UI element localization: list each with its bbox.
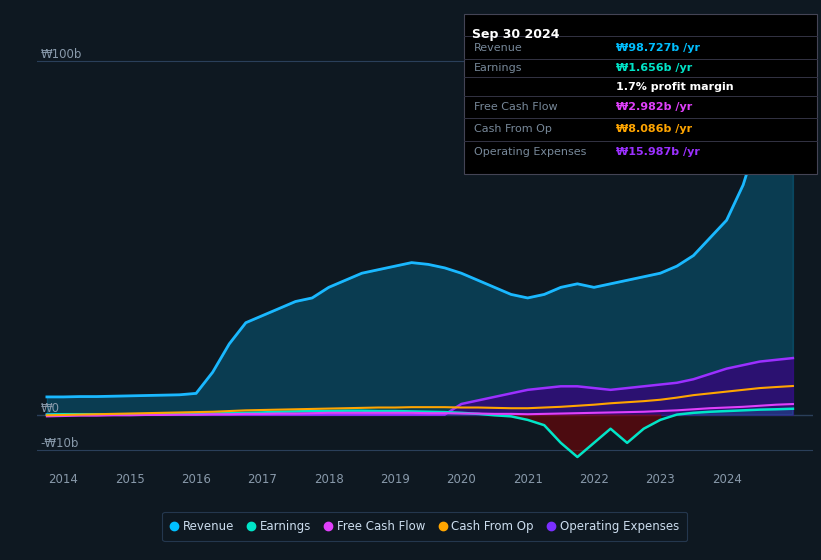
Text: ₩1.656b /yr: ₩1.656b /yr (616, 63, 692, 73)
Text: ₩100b: ₩100b (40, 48, 81, 61)
Text: Earnings: Earnings (474, 63, 522, 73)
Text: ₩98.727b /yr: ₩98.727b /yr (616, 43, 699, 53)
Text: Revenue: Revenue (474, 43, 522, 53)
Text: -₩10b: -₩10b (40, 437, 79, 450)
Text: ₩2.982b /yr: ₩2.982b /yr (616, 102, 692, 112)
Text: 1.7% profit margin: 1.7% profit margin (616, 82, 733, 91)
Text: ₩8.086b /yr: ₩8.086b /yr (616, 124, 692, 134)
Legend: Revenue, Earnings, Free Cash Flow, Cash From Op, Operating Expenses: Revenue, Earnings, Free Cash Flow, Cash … (163, 512, 687, 542)
Text: Sep 30 2024: Sep 30 2024 (472, 28, 560, 41)
Text: Cash From Op: Cash From Op (474, 124, 552, 134)
Text: Free Cash Flow: Free Cash Flow (474, 102, 557, 112)
Text: ₩0: ₩0 (40, 402, 59, 414)
Text: ₩15.987b /yr: ₩15.987b /yr (616, 147, 699, 157)
Text: Operating Expenses: Operating Expenses (474, 147, 586, 157)
